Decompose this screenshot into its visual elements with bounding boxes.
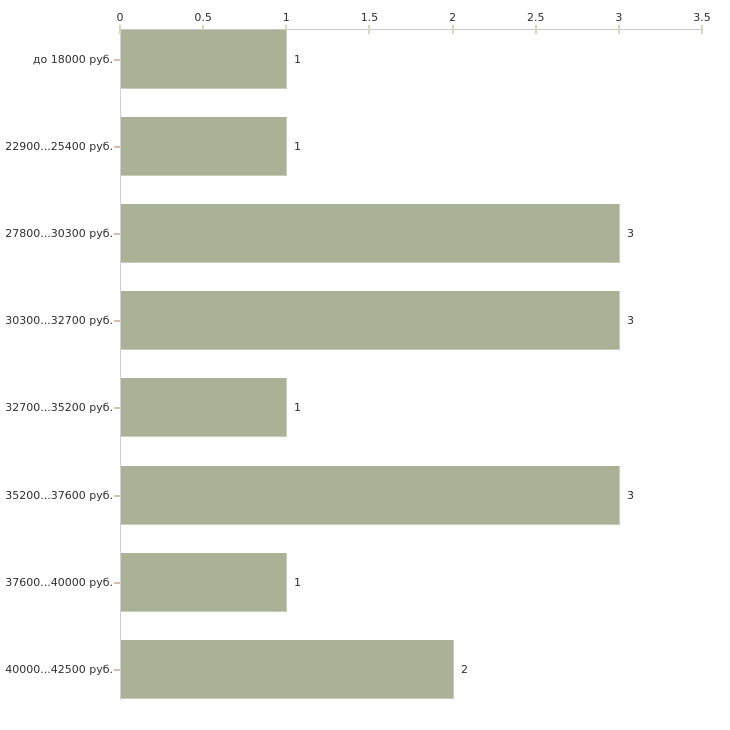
category-label: 27800...30300 руб. (5, 227, 113, 240)
bar (121, 291, 620, 350)
x-tick-label: 3 (615, 11, 623, 24)
x-tick-mark (701, 25, 703, 34)
category-tick-mark (114, 495, 120, 497)
x-tick-mark (452, 25, 454, 34)
bar (121, 466, 620, 525)
category-label: 37600...40000 руб. (5, 576, 113, 589)
value-label: 1 (294, 53, 301, 66)
value-label: 3 (627, 314, 634, 327)
category-tick-mark (114, 582, 120, 584)
value-label: 1 (294, 401, 301, 414)
x-tick-mark (368, 25, 370, 34)
category-label: 22900...25400 руб. (5, 140, 113, 153)
category-tick-mark (114, 669, 120, 671)
x-axis-line (120, 29, 702, 30)
category-label: 32700...35200 руб. (5, 401, 113, 414)
category-tick-mark (114, 320, 120, 322)
x-tick-label: 1 (282, 11, 290, 24)
value-label: 3 (627, 227, 634, 240)
x-tick-label: 0 (116, 11, 124, 24)
category-label: 40000...42500 руб. (5, 663, 113, 676)
value-label: 3 (627, 489, 634, 502)
category-label: 30300...32700 руб. (5, 314, 113, 327)
bar (121, 640, 454, 699)
bar (121, 30, 287, 89)
bar (121, 553, 287, 612)
x-tick-label: 2.5 (527, 11, 545, 24)
x-tick-mark (535, 25, 537, 34)
category-tick-mark (114, 407, 120, 409)
x-tick-mark (119, 25, 121, 34)
x-tick-label: 3.5 (693, 11, 711, 24)
category-tick-mark (114, 146, 120, 148)
y-axis-line (120, 29, 121, 700)
category-label: 35200...37600 руб. (5, 489, 113, 502)
x-tick-label: 0.5 (194, 11, 212, 24)
category-tick-mark (114, 59, 120, 61)
category-label: до 18000 руб. (32, 53, 113, 66)
bar (121, 378, 287, 437)
bar (121, 117, 287, 176)
bar (121, 204, 620, 263)
x-tick-label: 2 (449, 11, 457, 24)
x-tick-mark (618, 25, 620, 34)
x-tick-mark (285, 25, 287, 34)
x-tick-label: 1.5 (360, 11, 379, 24)
value-label: 1 (294, 576, 301, 589)
value-label: 2 (461, 663, 468, 676)
value-label: 1 (294, 140, 301, 153)
x-tick-mark (202, 25, 204, 34)
category-tick-mark (114, 233, 120, 235)
